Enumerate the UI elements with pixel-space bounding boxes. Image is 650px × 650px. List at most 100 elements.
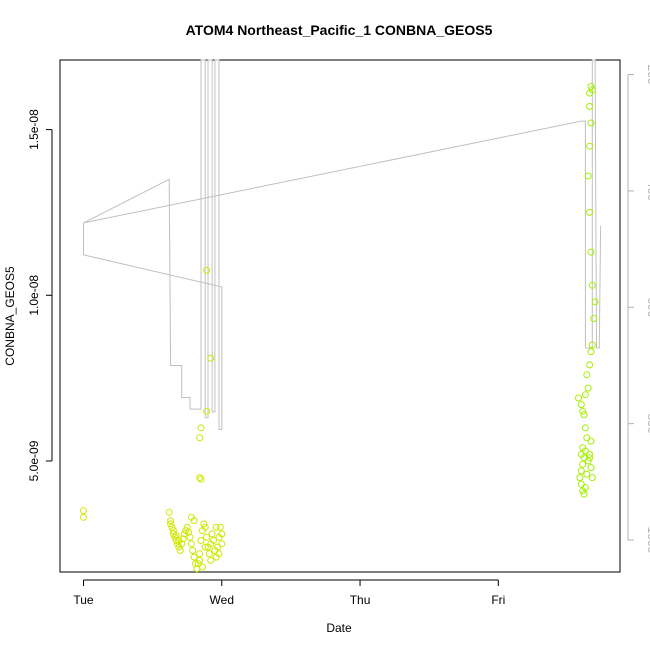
plot-area-border [59, 59, 621, 573]
data-point [174, 540, 181, 548]
data-point [581, 424, 589, 432]
data-point [203, 533, 211, 541]
data-point [216, 523, 224, 531]
x-axis: Tue Wed Thu Fri [73, 579, 505, 607]
data-point [587, 83, 595, 90]
data-point [196, 556, 204, 564]
data-point [215, 550, 223, 558]
data-point [587, 464, 595, 472]
data-point [590, 315, 598, 322]
data-point [588, 341, 596, 349]
data-point [176, 547, 184, 554]
x-tick-label: Thu [350, 593, 371, 607]
pressure-line-1 [83, 59, 223, 430]
data-point [591, 298, 599, 306]
data-point [579, 407, 587, 415]
data-point [587, 348, 595, 356]
data-point [581, 391, 589, 399]
data-point [167, 520, 175, 528]
data-point [179, 535, 187, 543]
data-point [201, 543, 209, 551]
y2-tick-label: 200 [645, 65, 650, 85]
data-point [80, 513, 87, 521]
data-point [197, 424, 205, 432]
data-point [579, 444, 587, 452]
data-point [584, 457, 592, 465]
pressure-line-layer [83, 59, 602, 430]
data-point [183, 523, 191, 531]
data-point [587, 248, 595, 256]
data-point [218, 530, 226, 538]
data-point [172, 537, 180, 544]
data-point [196, 474, 204, 482]
data-points-layer [80, 83, 599, 573]
data-point [586, 142, 594, 150]
pressure-line-2 [83, 59, 602, 349]
data-point [186, 533, 194, 541]
data-point [189, 547, 197, 554]
data-point [586, 450, 594, 458]
data-point [579, 460, 587, 468]
y2-tick-label: 600 [645, 297, 650, 317]
chart-title: ATOM4 Northeast_Pacific_1 CONBNA_GEOS5 [186, 22, 493, 38]
data-point [577, 450, 585, 458]
data-point [196, 434, 204, 442]
data-point [198, 563, 206, 571]
data-point [588, 281, 596, 289]
data-point [575, 394, 582, 402]
data-point [214, 543, 222, 551]
y2-tick-label: 1000 [645, 527, 650, 554]
data-point [577, 467, 585, 475]
y2-tick-label: 400 [645, 181, 650, 201]
data-point [168, 523, 176, 531]
data-point [80, 507, 87, 515]
x-tick-label: Tue [73, 593, 94, 607]
y-axis-label: CONBNA_GEOS5 [3, 266, 17, 366]
x-axis-label: Date [326, 621, 352, 635]
data-point [197, 537, 205, 544]
data-point [576, 474, 584, 482]
data-point [208, 530, 216, 538]
data-point [580, 490, 588, 498]
data-point [180, 530, 188, 538]
data-point [586, 208, 594, 216]
data-point [577, 401, 585, 409]
data-point [190, 553, 198, 561]
data-point [587, 437, 595, 445]
y-tick-label: 1.0e-08 [27, 275, 41, 316]
data-point [201, 523, 209, 531]
data-point [207, 354, 215, 362]
data-point [584, 172, 592, 180]
data-point [586, 361, 594, 369]
data-point [583, 434, 591, 442]
data-point [580, 411, 588, 419]
data-point [584, 384, 592, 392]
y-axis-right: 200 400 600 800 1000 [627, 65, 650, 554]
data-point [185, 528, 193, 536]
data-point [581, 484, 589, 491]
data-point [212, 523, 220, 531]
data-point [586, 102, 594, 110]
data-point [197, 475, 205, 483]
data-point [196, 550, 204, 558]
y-tick-label: 5.0e-09 [27, 440, 41, 481]
data-point [207, 556, 215, 564]
data-point [588, 474, 596, 482]
data-point [583, 371, 591, 379]
data-point [586, 454, 594, 462]
data-point [577, 480, 585, 488]
data-point [587, 119, 595, 127]
data-point [583, 470, 591, 478]
data-point [200, 520, 208, 528]
data-point [210, 537, 217, 544]
data-point [588, 86, 596, 94]
x-tick-label: Fri [491, 593, 505, 607]
y2-tick-label: 800 [645, 414, 650, 434]
data-point [203, 266, 211, 274]
x-tick-label: Wed [210, 593, 234, 607]
data-point [190, 517, 198, 525]
data-point [167, 517, 175, 525]
data-point [218, 540, 226, 548]
data-point [192, 560, 199, 568]
y-axis-left: 5.0e-09 1.0e-08 1.5e-08 [27, 109, 53, 481]
